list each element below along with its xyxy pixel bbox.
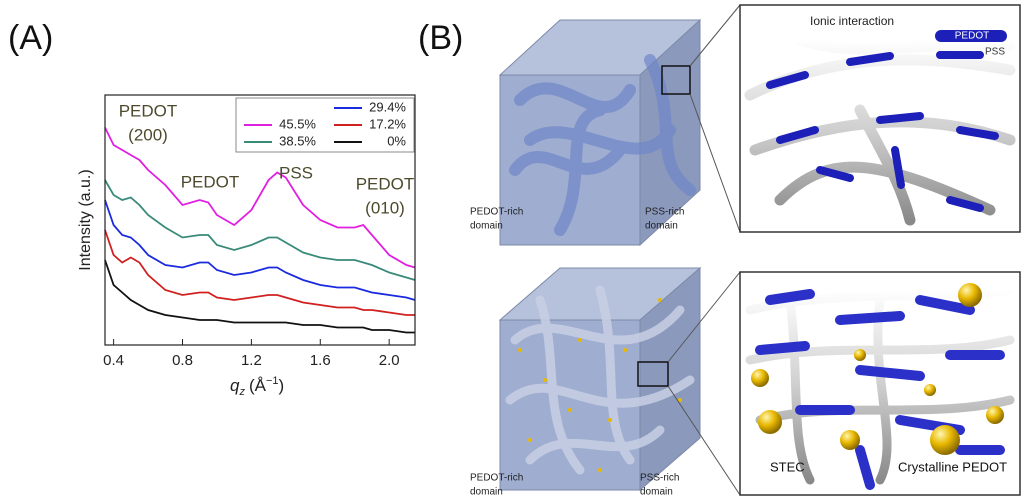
panel-label: (A) [8, 19, 53, 57]
x-tick-label: 1.2 [241, 352, 262, 369]
panel-label: (B) [418, 19, 463, 57]
zoom-bottom [739, 271, 1021, 496]
annotation: PSS-rich [645, 207, 684, 218]
annotation: PEDOT [181, 172, 240, 191]
annotation: domain [645, 221, 678, 232]
legend-label: 17.2% [369, 116, 406, 131]
annotation: PEDOT [119, 101, 178, 120]
annotation: PEDOT-rich [470, 207, 523, 218]
annotation: domain [640, 487, 673, 498]
cube-top [498, 4, 741, 247]
data-line [104, 229, 415, 316]
x-axis-label-part: (Å [249, 376, 267, 395]
plot-frame [104, 94, 416, 346]
legend-label: 0% [387, 133, 406, 148]
annotation: (010) [365, 198, 405, 217]
annotation: (200) [128, 125, 168, 144]
x-axis-label-part: −1 [266, 375, 279, 387]
x-axis-label-part: ) [279, 376, 285, 395]
x-axis-label-part: q [230, 376, 240, 395]
zoom-top [739, 4, 1021, 233]
x-tick-label: 0.4 [103, 352, 124, 369]
annotation: PSS [985, 47, 1005, 58]
legend-label: 38.5% [279, 133, 316, 148]
annotation: Ionic interaction [810, 14, 894, 28]
x-tick-label: 1.6 [310, 352, 331, 369]
data-line [104, 127, 416, 269]
annotation: domain [470, 221, 503, 232]
data-line [104, 179, 416, 281]
annotation: PEDOT [356, 174, 415, 193]
x-axis-label-part: z [238, 386, 245, 398]
legend-label: 29.4% [369, 99, 406, 114]
annotation: STEC [770, 459, 805, 474]
annotation: domain [470, 487, 503, 498]
data-line [104, 199, 416, 301]
x-axis-label: qz (Å−1) [230, 375, 284, 398]
data-line [104, 259, 415, 334]
annotation: PSS-rich [640, 473, 679, 484]
annotation: PSS [279, 163, 313, 182]
x-tick-label: 2.0 [379, 352, 400, 369]
y-axis-label: Intensity (a.u.) [77, 169, 94, 270]
annotation: Crystalline PEDOT [898, 459, 1007, 474]
x-tick-label: 0.8 [172, 352, 193, 369]
legend-label: 45.5% [279, 116, 316, 131]
cube-bottom [498, 266, 741, 496]
annotation: PEDOT [955, 31, 989, 42]
annotation: PEDOT-rich [470, 473, 523, 484]
